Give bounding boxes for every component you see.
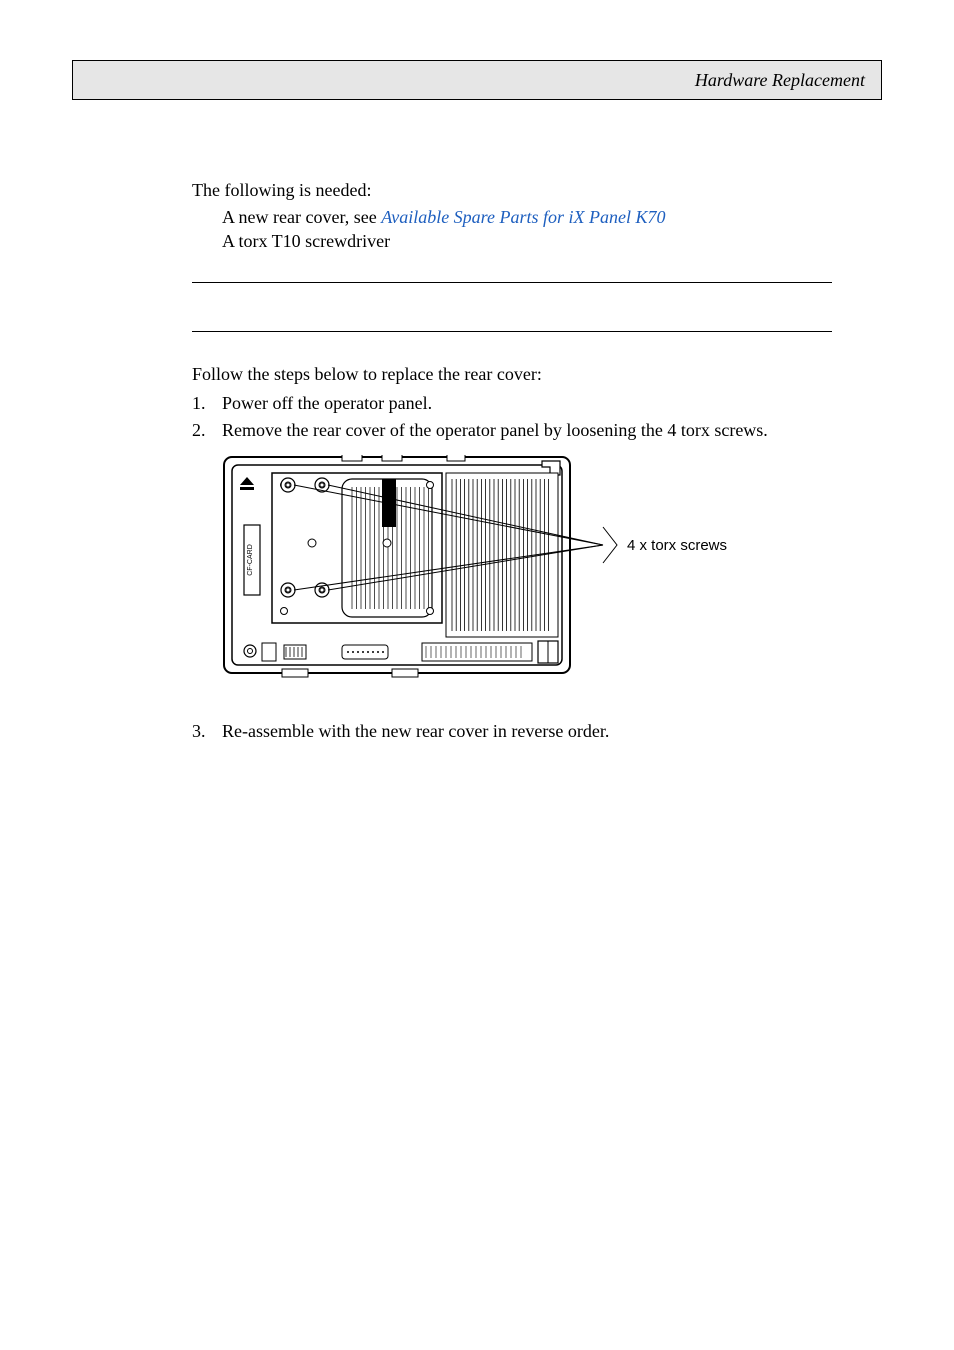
needed-item-1: A new rear cover, see Available Spare Pa…	[222, 205, 832, 229]
step-1-text: Power off the operator panel.	[222, 393, 832, 414]
follow-text: Follow the steps below to replace the re…	[192, 364, 832, 385]
step-2-text: Remove the rear cover of the operator pa…	[222, 420, 832, 441]
step-1: 1. Power off the operator panel.	[192, 393, 832, 414]
page-header: Hardware Replacement	[72, 60, 882, 100]
step-1-number: 1.	[192, 393, 222, 414]
steps-list-cont: 3. Re-assemble with the new rear cover i…	[192, 721, 832, 742]
needed-item-1-prefix: A new rear cover, see	[222, 207, 381, 227]
intro-text: The following is needed:	[192, 180, 832, 201]
main-content: The following is needed: A new rear cove…	[192, 180, 832, 742]
steps-list: 1. Power off the operator panel. 2. Remo…	[192, 393, 832, 441]
step-3-text: Re-assemble with the new rear cover in r…	[222, 721, 832, 742]
diagram-container: CF-CARD 4 x torx screws	[222, 455, 832, 685]
rule-bottom	[192, 331, 832, 332]
spare-parts-link[interactable]: Available Spare Parts for iX Panel K70	[381, 207, 665, 227]
step-3-number: 3.	[192, 721, 222, 742]
rear-cover-diagram: CF-CARD 4 x torx screws	[222, 455, 782, 685]
needed-list: A new rear cover, see Available Spare Pa…	[222, 205, 832, 254]
step-2-number: 2.	[192, 420, 222, 441]
header-title: Hardware Replacement	[695, 70, 865, 91]
diagram-callout-label: 4 x torx screws	[627, 537, 727, 554]
needed-item-2: A torx T10 screwdriver	[222, 229, 832, 253]
svg-text:CF-CARD: CF-CARD	[247, 544, 254, 576]
step-3: 3. Re-assemble with the new rear cover i…	[192, 721, 832, 742]
step-2: 2. Remove the rear cover of the operator…	[192, 420, 832, 441]
note-rule-block	[192, 282, 832, 332]
